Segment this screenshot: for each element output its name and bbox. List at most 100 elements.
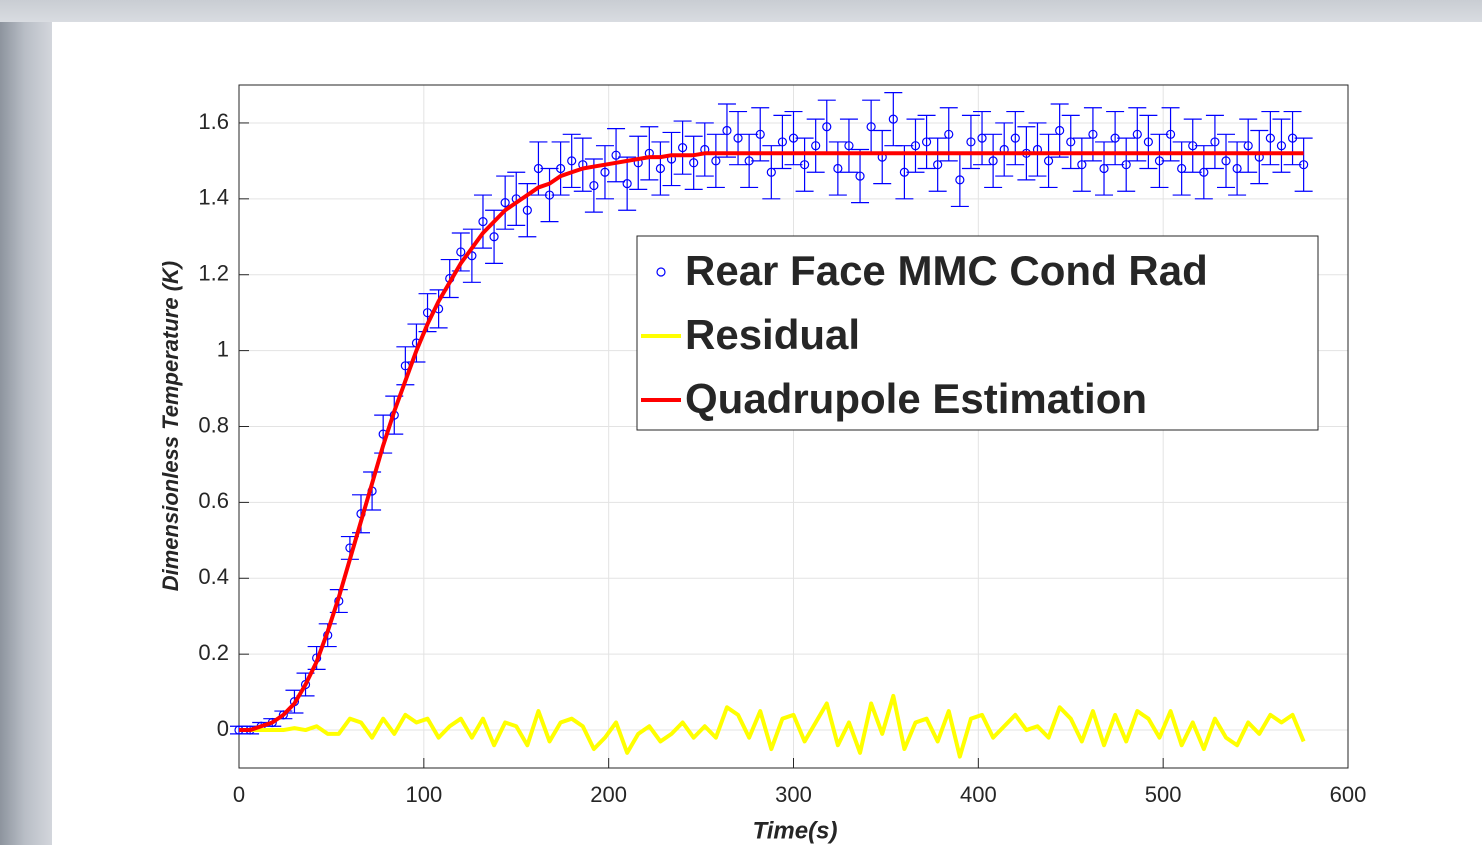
error-bar [984, 133, 1003, 189]
data-point [1099, 163, 1109, 174]
data-point [833, 163, 843, 174]
series-line [239, 693, 1306, 759]
error-bar [1061, 114, 1080, 170]
data-point [711, 156, 721, 166]
data-point [567, 156, 577, 166]
data-point [1010, 133, 1020, 143]
legend-marker [656, 267, 666, 277]
error-bar [1028, 122, 1047, 177]
error-bar [607, 128, 626, 183]
error-bar [1250, 129, 1269, 185]
data-point [1199, 167, 1209, 177]
data-point [1055, 125, 1065, 136]
legend-label: Rear Face MMC Cond Rad [685, 247, 1208, 294]
data-point [777, 137, 788, 147]
error-bar [684, 135, 703, 190]
y-tick-label: 1 [217, 336, 229, 361]
data-point [556, 163, 566, 174]
data-point [1132, 129, 1142, 139]
error-bar [717, 103, 736, 158]
data-point [866, 122, 876, 132]
y-tick-label: 0.4 [198, 564, 229, 589]
error-bar [1183, 118, 1202, 173]
data-point [988, 156, 998, 166]
data-point [966, 137, 976, 147]
error-bar [618, 156, 637, 211]
error-bar [839, 118, 858, 173]
error-bar [1139, 114, 1158, 170]
data-point [1077, 160, 1087, 170]
error-bar [595, 145, 614, 200]
error-bar [773, 114, 792, 170]
error-bar [1294, 137, 1313, 192]
x-tick-label: 300 [775, 782, 812, 807]
data-point [1232, 163, 1242, 174]
error-bar [562, 133, 581, 189]
y-tick-label: 0 [217, 716, 229, 741]
data-point [677, 143, 688, 153]
axes-box [238, 84, 1349, 769]
error-bar [873, 129, 892, 185]
y-tick-label: 0.6 [198, 488, 229, 513]
y-axis-label: Dimensionless Temperature (K) [158, 261, 183, 592]
data-point [489, 232, 499, 242]
data-point [1276, 141, 1287, 151]
error-bar [1150, 133, 1169, 189]
error-bar [462, 228, 481, 283]
data-point [600, 167, 610, 177]
error-bar [961, 114, 980, 170]
data-point [1165, 129, 1176, 139]
data-point [755, 129, 765, 139]
error-bar [995, 122, 1014, 177]
data-point [1088, 129, 1098, 139]
error-bar [1239, 118, 1258, 173]
error-bar [795, 137, 814, 192]
error-bar [662, 131, 681, 187]
data-point [977, 133, 987, 143]
error-bar [1272, 118, 1291, 173]
data-point [456, 247, 466, 257]
legend-label: Residual [685, 311, 860, 358]
x-tick-label: 500 [1145, 782, 1182, 807]
error-bar [1205, 114, 1224, 170]
error-bar [518, 183, 537, 238]
error-bar [507, 171, 526, 226]
error-bar [906, 118, 925, 173]
window-band [0, 0, 1482, 22]
error-bar [828, 141, 847, 196]
data-point [1265, 133, 1275, 143]
error-bar [1217, 133, 1236, 189]
error-bar [1117, 137, 1136, 192]
data-point [622, 179, 632, 189]
y-tick-label: 1.4 [198, 185, 229, 210]
data-point [1210, 137, 1220, 147]
data-point [1299, 160, 1309, 170]
series-line [239, 151, 1304, 733]
error-bar [1095, 141, 1114, 196]
legend-box [636, 235, 1319, 431]
error-bar [496, 175, 515, 230]
data-point [811, 141, 821, 151]
error-bar [706, 133, 725, 189]
error-bar [1283, 110, 1302, 166]
error-bar [1228, 141, 1247, 196]
y-tick-label: 1.2 [198, 261, 229, 286]
y-tick-label: 0.2 [198, 640, 229, 665]
data-point [689, 158, 699, 168]
data-point [722, 125, 732, 136]
error-bar [740, 133, 759, 189]
error-bar [1072, 137, 1091, 192]
data-point [766, 167, 776, 177]
x-tick-label: 100 [405, 782, 442, 807]
data-point [955, 175, 965, 185]
data-point [611, 150, 621, 160]
error-bar [573, 137, 592, 192]
y-tick-label: 0.8 [198, 412, 229, 437]
error-bar [928, 137, 947, 192]
data-point [278, 710, 288, 720]
error-bar [1006, 110, 1025, 166]
x-tick-label: 200 [590, 782, 627, 807]
y-tick-label: 1.6 [198, 109, 229, 134]
data-point [655, 163, 666, 174]
